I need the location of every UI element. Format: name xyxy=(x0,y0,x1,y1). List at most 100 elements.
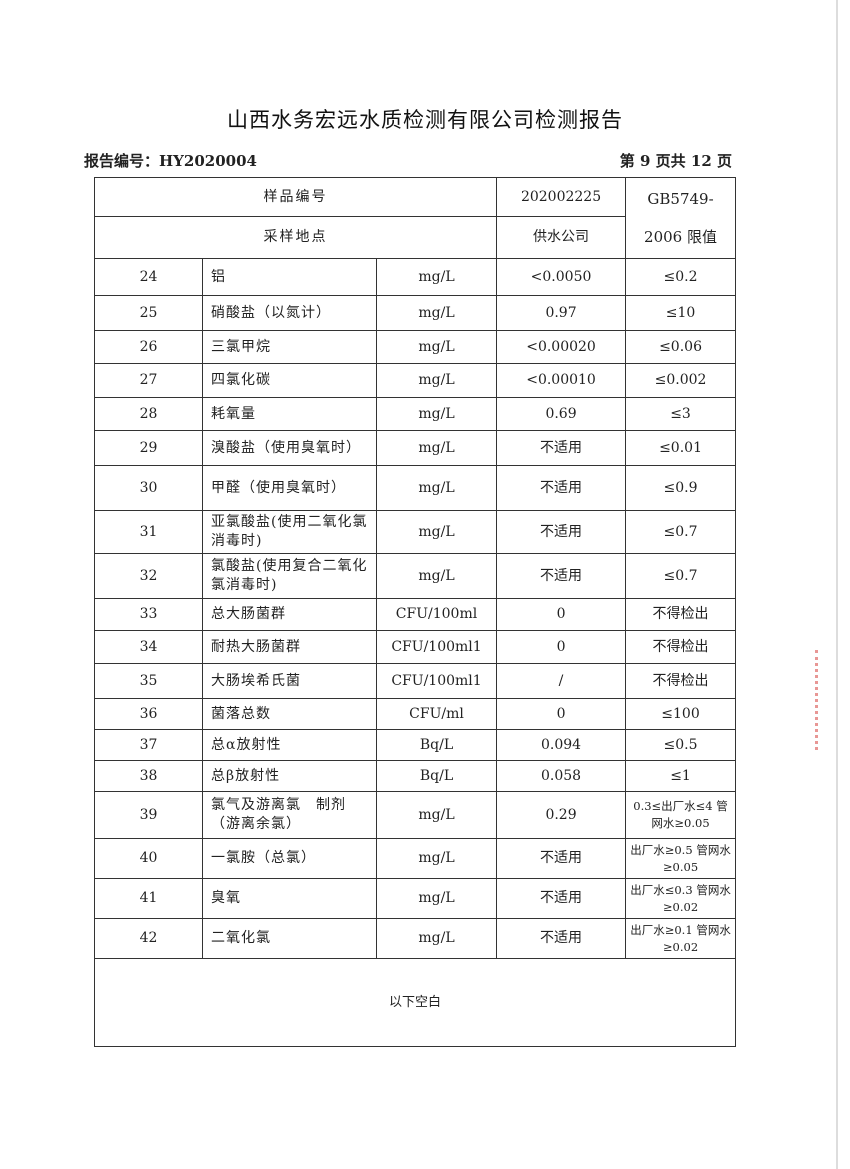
item-limit: 出厂水≥0.5 管网水≥0.05 xyxy=(625,838,737,879)
item-number: 38 xyxy=(94,760,203,792)
table-row: 35 大肠埃希氏菌 CFU/100ml1/不得检出 xyxy=(94,663,737,699)
item-limit: ≤3 xyxy=(625,397,737,431)
item-name: 总β放射性 xyxy=(202,760,377,792)
item-unit: CFU/100ml1 xyxy=(375,663,498,699)
item-unit: mg/L xyxy=(375,510,498,554)
location-label: 采样地点 xyxy=(93,216,498,259)
item-limit: ≤1 xyxy=(625,760,737,792)
item-name: 亚氯酸盐(使用二氧化氯消毒时) xyxy=(202,510,377,554)
item-result: 0 xyxy=(496,698,627,730)
item-result: 不适用 xyxy=(496,430,627,466)
item-unit: mg/L xyxy=(375,258,498,296)
item-unit: mg/L xyxy=(375,363,498,398)
table-row: 41 臭氧 mg/L 不适用 出厂水≤0.3 管网水≥0.02 xyxy=(94,878,737,919)
item-limit: ≤0.002 xyxy=(625,363,737,398)
item-name: 氯酸盐(使用复合二氧化氯消毒时) xyxy=(202,553,377,599)
item-number: 41 xyxy=(94,878,203,919)
item-limit: 不得检出 xyxy=(625,663,737,699)
item-number: 28 xyxy=(94,397,203,431)
item-number: 42 xyxy=(94,918,203,959)
item-limit: ≤0.9 xyxy=(625,465,737,511)
table-row: 29 溴酸盐（使用臭氧时） mg/L 不适用 ≤0.01 xyxy=(94,430,737,466)
item-limit: ≤10 xyxy=(625,295,737,331)
table-row: 32 氯酸盐(使用复合二氧化氯消毒时) mg/L 不适用 ≤0.7 xyxy=(94,553,737,599)
item-number: 24 xyxy=(94,258,203,296)
table-row: 37 总α放射性 Bq/L 0.094 ≤0.5 xyxy=(94,729,737,761)
table-row: 40 一氯胺（总氯） mg/L 不适用 出厂水≥0.5 管网水≥0.05 xyxy=(94,838,737,879)
item-name: 菌落总数 xyxy=(202,698,377,730)
item-result: 不适用 xyxy=(496,878,627,919)
item-name: 耐热大肠菌群 xyxy=(202,630,377,664)
item-number: 30 xyxy=(94,465,203,511)
item-limit: ≤0.5 xyxy=(625,729,737,761)
item-number: 35 xyxy=(94,663,203,699)
sample-no-value: 202002225 xyxy=(496,177,627,217)
header-row-sample-no: 样品编号 202002225 GB5749-2006 限值 xyxy=(93,177,737,259)
table-row: 33 总大肠菌群 CFU/100ml 0 不得检出 xyxy=(94,598,737,631)
item-name: 甲醛（使用臭氧时） xyxy=(202,465,377,511)
item-number: 33 xyxy=(94,598,203,631)
item-number: 31 xyxy=(94,510,203,554)
item-result: / xyxy=(496,663,627,699)
sample-no-label: 样品编号 xyxy=(93,177,498,217)
item-result: <0.00010 xyxy=(496,363,627,398)
item-limit: ≤0.06 xyxy=(625,330,737,364)
item-limit: 不得检出 xyxy=(625,598,737,631)
item-number: 32 xyxy=(94,553,203,599)
item-result: 不适用 xyxy=(496,510,627,554)
item-result: 不适用 xyxy=(496,465,627,511)
page-number: 第 9 页共 12 页 xyxy=(619,152,732,170)
item-limit: ≤0.7 xyxy=(625,553,737,599)
table-row: 27 四氯化碳 mg/L <0.00010 ≤0.002 xyxy=(94,363,737,398)
blank-row: 以下空白 xyxy=(93,958,737,1047)
table-row: 36 菌落总数 CFU/ml 0 ≤100 xyxy=(94,698,737,730)
item-unit: mg/L xyxy=(375,330,498,364)
report-number: 报告编号：HY2020004 xyxy=(84,152,257,170)
item-result: 0.29 xyxy=(496,791,627,839)
item-unit: CFU/100ml1 xyxy=(375,630,498,664)
item-name: 耗氧量 xyxy=(202,397,377,431)
item-name: 一氯胺（总氯） xyxy=(202,838,377,879)
item-name: 二氧化氯 xyxy=(202,918,377,959)
item-result: 0.094 xyxy=(496,729,627,761)
item-limit: ≤0.2 xyxy=(625,258,737,296)
item-name: 溴酸盐（使用臭氧时） xyxy=(202,430,377,466)
results-table: 样品编号 202002225 GB5749-2006 限值 采样地点 供水公司 … xyxy=(93,177,737,1047)
item-name: 铝 xyxy=(202,258,377,296)
item-name: 三氯甲烷 xyxy=(202,330,377,364)
item-number: 39 xyxy=(94,791,203,839)
item-number: 37 xyxy=(94,729,203,761)
item-name: 氯气及游离氯 制剂（游离余氯） xyxy=(202,791,377,839)
table-row: 26 三氯甲烷 mg/L <0.00020 ≤0.06 xyxy=(94,330,737,364)
item-result: 不适用 xyxy=(496,553,627,599)
limit-header: GB5749-2006 限值 xyxy=(625,177,737,259)
table-row: 31 亚氯酸盐(使用二氧化氯消毒时) mg/L 不适用 ≤0.7 xyxy=(94,510,737,554)
table-row: 38 总β放射性 Bq/L 0.058 ≤1 xyxy=(94,760,737,792)
item-result: 不适用 xyxy=(496,838,627,879)
item-result: 0.97 xyxy=(496,295,627,331)
item-unit: mg/L xyxy=(375,397,498,431)
item-unit: mg/L xyxy=(375,553,498,599)
item-unit: CFU/ml xyxy=(375,698,498,730)
item-name: 总大肠菌群 xyxy=(202,598,377,631)
item-result: 0 xyxy=(496,598,627,631)
item-number: 29 xyxy=(94,430,203,466)
item-result: <0.0050 xyxy=(496,258,627,296)
item-limit: 出厂水≥0.1 管网水≥0.02 xyxy=(625,918,737,959)
item-limit: 0.3≤出厂水≤4 管网水≥0.05 xyxy=(625,791,737,839)
red-stamp-fragment xyxy=(815,650,832,750)
item-result: <0.00020 xyxy=(496,330,627,364)
item-limit: ≤0.01 xyxy=(625,430,737,466)
item-result: 0.058 xyxy=(496,760,627,792)
item-unit: mg/L xyxy=(375,295,498,331)
table-row: 24 铝 mg/L <0.0050 ≤0.2 xyxy=(94,258,737,296)
table-row: 28 耗氧量 mg/L 0.69 ≤3 xyxy=(94,397,737,431)
item-unit: mg/L xyxy=(375,878,498,919)
item-name: 总α放射性 xyxy=(202,729,377,761)
item-name: 臭氧 xyxy=(202,878,377,919)
item-unit: mg/L xyxy=(375,430,498,466)
item-limit: ≤100 xyxy=(625,698,737,730)
item-unit: mg/L xyxy=(375,838,498,879)
item-number: 26 xyxy=(94,330,203,364)
item-limit: ≤0.7 xyxy=(625,510,737,554)
